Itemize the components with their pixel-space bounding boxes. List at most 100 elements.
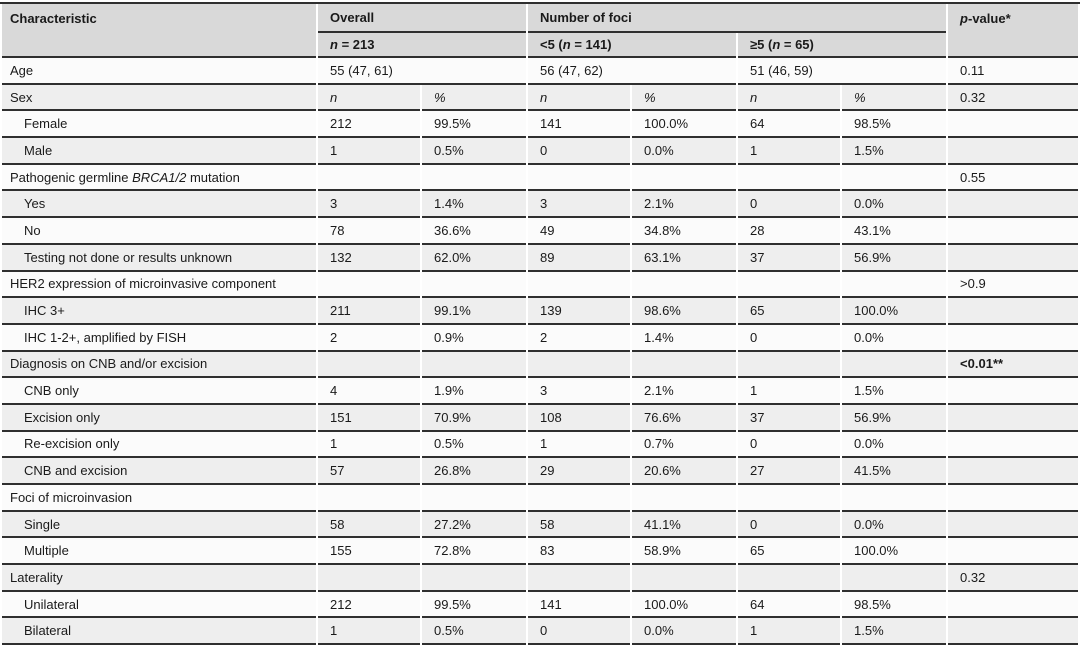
value-cell: 100.0% <box>632 111 736 139</box>
p-value-cell: 0.32 <box>948 84 1079 112</box>
value-cell: 1.5% <box>842 618 947 646</box>
label-text: CNB and excision <box>24 463 128 479</box>
value-cell: 62.0% <box>422 244 526 272</box>
p-value-cell <box>948 324 1079 352</box>
empty-cell <box>632 351 736 379</box>
table-header: Characteristic Overall Number of foci p-… <box>2 4 1079 58</box>
value-cell: 3 <box>318 191 420 219</box>
p-value-cell <box>948 138 1079 165</box>
value-cell: 65 <box>738 538 840 566</box>
value-cell: 70.9% <box>422 404 526 432</box>
value-cell: 58 <box>528 511 630 539</box>
table-row: Testing not done or results unknown 132 62… <box>2 244 1079 272</box>
table-row: Male 1 0.5% 0 0.0% 1 1.5% <box>2 138 1079 165</box>
label-text: Pathogenic germline <box>10 169 133 185</box>
value-cell: 1 <box>318 618 420 646</box>
subheader-n-cell: n <box>528 84 630 112</box>
label-text: Single <box>24 516 61 532</box>
p-value-cell <box>948 431 1079 459</box>
empty-cell <box>422 565 526 592</box>
subheader-overall-n: n = 213 <box>318 33 526 58</box>
value-cell: 99.5% <box>422 591 526 619</box>
sub-post: = 65) <box>780 37 814 52</box>
empty-cell <box>528 351 630 379</box>
p-value-cell: <0.01** <box>948 351 1079 379</box>
value-cell: 26.8% <box>422 458 526 485</box>
table-row: IHC 3+ 211 99.1% 139 98.6% 65 100.0% <box>2 298 1079 325</box>
value-cell: 0 <box>738 431 840 459</box>
value-cell: 58.9% <box>632 538 736 566</box>
value-cell: 64 <box>738 111 840 139</box>
empty-cell <box>318 565 420 592</box>
table-row: Excision only 151 70.9% 108 76.6% 37 56.9% <box>2 404 1079 432</box>
p-value-cell <box>948 244 1079 272</box>
empty-cell <box>422 351 526 379</box>
value-cell: 49 <box>528 218 630 245</box>
value-cell: 139 <box>528 298 630 325</box>
row-label-cell: Excision only <box>2 404 316 432</box>
value-cell: 1.4% <box>422 191 526 219</box>
value-cell: 100.0% <box>842 298 947 325</box>
value-cell: 0 <box>738 191 840 219</box>
value-cell: 155 <box>318 538 420 566</box>
empty-cell <box>842 164 947 192</box>
subheader-n-cell: n <box>738 84 840 112</box>
row-label-cell: IHC 1-2+, amplified by FISH <box>2 324 316 352</box>
value-cell: 89 <box>528 244 630 272</box>
column-group-overall: Overall <box>318 4 526 33</box>
value-cell: 1 <box>738 138 840 165</box>
label-text: mutation <box>186 169 240 185</box>
row-label-cell: Multiple <box>2 538 316 566</box>
value-cell: 57 <box>318 458 420 485</box>
p-value-cell: 0.11 <box>948 58 1079 85</box>
value-cell: 99.1% <box>422 298 526 325</box>
subheader-n-cell: n <box>318 84 420 112</box>
empty-cell <box>422 485 526 512</box>
table-row: CNB only 4 1.9% 3 2.1% 1 1.5% <box>2 378 1079 405</box>
row-label-cell: Female <box>2 111 316 139</box>
label-text: Bilateral <box>24 623 71 639</box>
stat-value-cell: 55 (47, 61) <box>318 58 526 85</box>
table-row: Laterality 0.32 <box>2 565 1079 592</box>
value-cell: 2.1% <box>632 378 736 405</box>
row-label-cell: No <box>2 218 316 245</box>
value-cell: 0 <box>528 138 630 165</box>
table-row: No 78 36.6% 49 34.8% 28 43.1% <box>2 218 1079 245</box>
value-cell: 0.0% <box>632 618 736 646</box>
value-cell: 0 <box>738 324 840 352</box>
value-cell: 76.6% <box>632 404 736 432</box>
value-cell: 1 <box>528 431 630 459</box>
label-text: HER2 expression of microinvasive compone… <box>10 276 276 292</box>
row-label-cell: Pathogenic germline BRCA1/2 mutation <box>2 164 316 192</box>
empty-cell <box>528 164 630 192</box>
value-cell: 2 <box>528 324 630 352</box>
empty-cell <box>738 485 840 512</box>
label-text: Age <box>10 62 34 78</box>
row-label-cell: Diagnosis on CNB and/or excision <box>2 351 316 379</box>
p-value-cell: 0.32 <box>948 565 1079 592</box>
table-row: Pathogenic germline BRCA1/2 mutation 0.55 <box>2 164 1079 192</box>
value-cell: 2 <box>318 324 420 352</box>
value-cell: 27.2% <box>422 511 526 539</box>
subheader-pct-cell: % <box>422 84 526 112</box>
empty-cell <box>318 164 420 192</box>
column-group-number-of-foci: Number of foci <box>528 4 947 33</box>
value-cell: 132 <box>318 244 420 272</box>
p-value-text: -value <box>968 11 1006 26</box>
sub-pre: ≥5 ( <box>750 37 773 52</box>
label-text: Yes <box>24 196 46 212</box>
value-cell: 212 <box>318 111 420 139</box>
value-cell: 4 <box>318 378 420 405</box>
empty-cell <box>738 351 840 379</box>
row-label-cell: Yes <box>2 191 316 219</box>
table-row: HER2 expression of microinvasive compone… <box>2 271 1079 299</box>
p-value-cell: 0.55 <box>948 164 1079 192</box>
p-value-cell <box>948 111 1079 139</box>
column-header-p-value: p-value* <box>948 4 1079 58</box>
empty-cell <box>842 565 947 592</box>
value-cell: 41.1% <box>632 511 736 539</box>
empty-cell <box>528 565 630 592</box>
empty-cell <box>738 164 840 192</box>
row-label-cell: Bilateral <box>2 618 316 646</box>
